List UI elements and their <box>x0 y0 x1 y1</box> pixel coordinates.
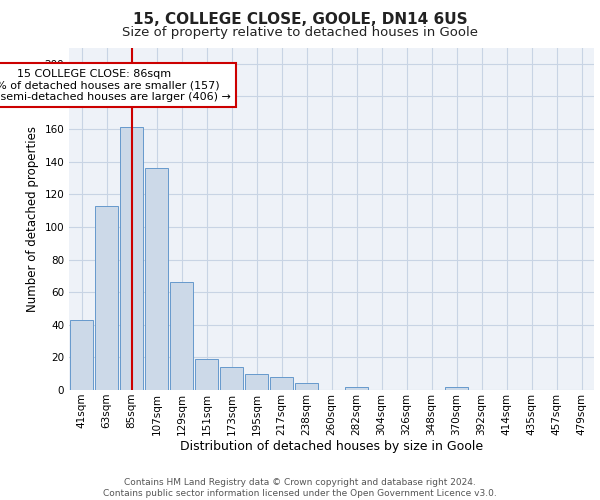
Bar <box>95 206 118 390</box>
X-axis label: Distribution of detached houses by size in Goole: Distribution of detached houses by size … <box>180 440 483 454</box>
Bar <box>345 386 368 390</box>
Text: 15 COLLEGE CLOSE: 86sqm
← 27% of detached houses are smaller (157)
71% of semi-d: 15 COLLEGE CLOSE: 86sqm ← 27% of detache… <box>0 68 230 102</box>
Y-axis label: Number of detached properties: Number of detached properties <box>26 126 39 312</box>
Text: Size of property relative to detached houses in Goole: Size of property relative to detached ho… <box>122 26 478 39</box>
Bar <box>170 282 193 390</box>
Bar <box>195 359 218 390</box>
Text: 15, COLLEGE CLOSE, GOOLE, DN14 6US: 15, COLLEGE CLOSE, GOOLE, DN14 6US <box>133 12 467 28</box>
Bar <box>120 128 143 390</box>
Bar <box>70 320 93 390</box>
Bar <box>295 384 318 390</box>
Bar <box>270 377 293 390</box>
Bar <box>145 168 168 390</box>
Bar <box>245 374 268 390</box>
Bar <box>445 386 468 390</box>
Text: Contains HM Land Registry data © Crown copyright and database right 2024.
Contai: Contains HM Land Registry data © Crown c… <box>103 478 497 498</box>
Bar <box>220 367 243 390</box>
